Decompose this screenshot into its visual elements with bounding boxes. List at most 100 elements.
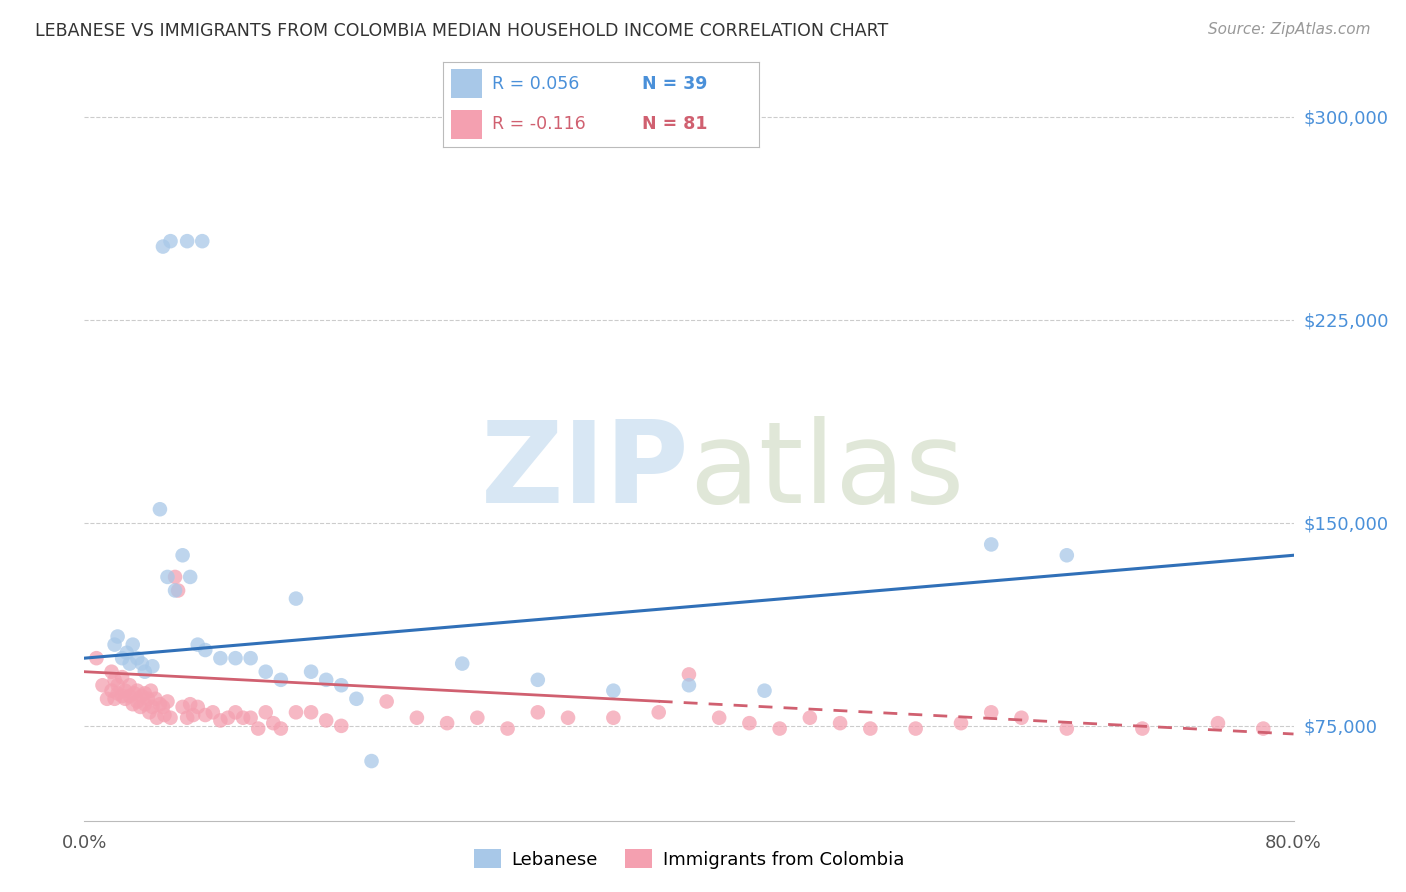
Point xyxy=(149,697,172,711)
Point xyxy=(111,670,134,684)
Point xyxy=(152,699,174,714)
Point xyxy=(769,722,792,736)
Point xyxy=(678,667,700,681)
Point xyxy=(285,591,308,606)
Point xyxy=(557,711,579,725)
Point xyxy=(172,548,194,563)
Point xyxy=(299,665,322,679)
Point xyxy=(121,697,143,711)
Point xyxy=(165,570,187,584)
Point xyxy=(145,691,167,706)
Point xyxy=(156,694,179,708)
Point xyxy=(330,678,353,692)
Point xyxy=(496,722,519,736)
Point xyxy=(165,583,187,598)
Point xyxy=(152,239,174,253)
Point xyxy=(527,673,550,687)
Point xyxy=(1253,722,1275,736)
Text: ZIP: ZIP xyxy=(481,417,689,527)
Point xyxy=(131,657,153,671)
Point xyxy=(709,711,731,725)
Point xyxy=(738,716,761,731)
Point xyxy=(122,686,145,700)
Point xyxy=(187,638,209,652)
Point xyxy=(254,665,277,679)
Point xyxy=(950,716,973,731)
Point xyxy=(1056,722,1078,736)
Point xyxy=(131,689,153,703)
Point xyxy=(136,691,159,706)
Point xyxy=(217,711,239,725)
Point xyxy=(375,694,398,708)
Point xyxy=(315,673,337,687)
Point xyxy=(104,691,127,706)
Text: atlas: atlas xyxy=(689,417,965,527)
Point xyxy=(176,711,198,725)
Point xyxy=(127,694,149,708)
Point xyxy=(299,706,322,720)
Point xyxy=(225,706,247,720)
Point xyxy=(107,678,129,692)
Point xyxy=(187,699,209,714)
Point xyxy=(107,686,129,700)
Point xyxy=(980,537,1002,551)
Point xyxy=(232,711,254,725)
Point xyxy=(239,711,262,725)
Point xyxy=(904,722,927,736)
Point xyxy=(134,686,156,700)
Point xyxy=(754,683,776,698)
Point xyxy=(104,638,127,652)
Point xyxy=(127,651,149,665)
Text: Source: ZipAtlas.com: Source: ZipAtlas.com xyxy=(1208,22,1371,37)
Point xyxy=(115,646,138,660)
Point xyxy=(121,638,143,652)
Point xyxy=(830,716,852,731)
Point xyxy=(104,673,127,687)
Point xyxy=(602,683,624,698)
Point xyxy=(139,683,162,698)
Point xyxy=(648,706,671,720)
Point xyxy=(86,651,108,665)
Point xyxy=(153,708,176,723)
Point xyxy=(191,234,214,248)
Text: N = 81: N = 81 xyxy=(643,115,707,133)
Point xyxy=(176,234,198,248)
Point xyxy=(406,711,429,725)
Text: R = -0.116: R = -0.116 xyxy=(492,115,586,133)
Point xyxy=(859,722,882,736)
Point xyxy=(107,630,129,644)
Point xyxy=(111,651,134,665)
Point xyxy=(118,689,141,703)
Point xyxy=(172,699,194,714)
Text: LEBANESE VS IMMIGRANTS FROM COLOMBIA MEDIAN HOUSEHOLD INCOME CORRELATION CHART: LEBANESE VS IMMIGRANTS FROM COLOMBIA MED… xyxy=(35,22,889,40)
Point xyxy=(96,691,118,706)
Bar xyxy=(451,70,482,98)
Point xyxy=(111,689,134,703)
Point xyxy=(602,711,624,725)
Point xyxy=(149,502,172,516)
Point xyxy=(527,706,550,720)
Point xyxy=(100,665,122,679)
Point xyxy=(181,708,204,723)
Point xyxy=(270,722,292,736)
Point xyxy=(179,570,201,584)
Point xyxy=(159,711,181,725)
Point xyxy=(167,583,190,598)
Point xyxy=(134,665,156,679)
Point xyxy=(239,651,262,665)
Point xyxy=(346,691,368,706)
Point xyxy=(1130,722,1153,736)
Point xyxy=(360,754,382,768)
Point xyxy=(1206,716,1229,731)
Point xyxy=(141,699,163,714)
Point xyxy=(141,659,163,673)
Legend: Lebanese, Immigrants from Colombia: Lebanese, Immigrants from Colombia xyxy=(467,842,911,876)
Point xyxy=(254,706,277,720)
Point xyxy=(194,643,217,657)
Point xyxy=(118,678,141,692)
Point xyxy=(114,683,136,698)
Point xyxy=(451,657,474,671)
Point xyxy=(201,706,224,720)
Point xyxy=(91,678,114,692)
Point xyxy=(270,673,292,687)
